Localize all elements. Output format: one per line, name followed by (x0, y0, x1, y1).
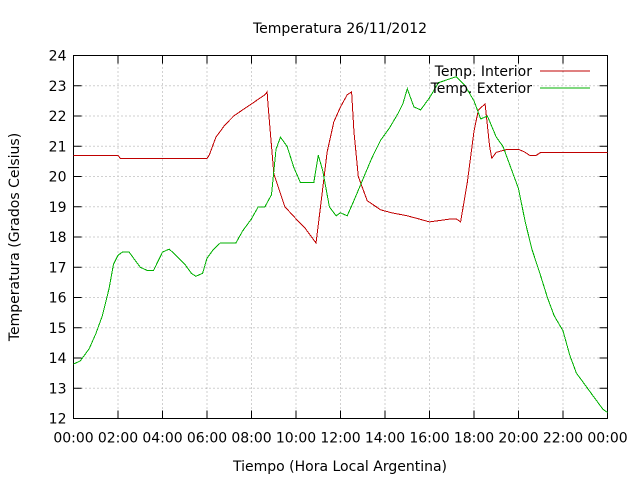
y-tick-label: 16 (49, 291, 67, 307)
x-tick-label: 14:00 (365, 431, 405, 447)
y-tick-label: 22 (49, 109, 67, 125)
x-axis-label: Tiempo (Hora Local Argentina) (232, 459, 447, 475)
axis-ticks: 12 13 14 15 16 17 18 19 20 21 22 23 24 00:00 02:00 04:0… (49, 49, 628, 447)
y-tick-label: 21 (49, 139, 67, 155)
y-tick-label: 19 (49, 200, 67, 216)
legend: Temp. Interior Temp. Exterior (430, 64, 590, 97)
y-tick-label: 17 (49, 260, 67, 276)
x-tick-label: 06:00 (187, 431, 227, 447)
y-axis-label: Temperatura (Grados Celsius) (7, 133, 23, 342)
x-tick-label: 16:00 (409, 431, 449, 447)
x-tick-label: 00:00 (53, 431, 93, 447)
chart-title: Temperatura 26/11/2012 (252, 21, 427, 37)
y-tick-label: 13 (49, 381, 67, 397)
x-tick-label: 02:00 (98, 431, 138, 447)
series-line-interior (73, 90, 608, 245)
x-tick-label: 08:00 (231, 431, 271, 447)
y-tick-label: 12 (49, 412, 67, 428)
y-tick-label: 23 (49, 79, 67, 95)
legend-label-exterior: Temp. Exterior (430, 81, 533, 97)
y-tick-label: 15 (49, 321, 67, 337)
y-tick-label: 14 (49, 351, 67, 367)
grid (73, 55, 608, 419)
x-tick-label: 20:00 (498, 431, 538, 447)
x-tick-label: 00:00 (587, 431, 627, 447)
x-tick-label: 12:00 (320, 431, 360, 447)
y-tick-label: 18 (49, 230, 67, 246)
series-group (73, 76, 608, 413)
y-tick-label: 20 (49, 170, 67, 186)
x-tick-label: 22:00 (543, 431, 583, 447)
series-line-exterior (73, 76, 608, 413)
y-tick-label: 24 (49, 49, 67, 65)
x-tick-label: 04:00 (142, 431, 182, 447)
legend-label-interior: Temp. Interior (434, 64, 533, 80)
x-tick-label: 10:00 (276, 431, 316, 447)
x-tick-label: 18:00 (454, 431, 494, 447)
